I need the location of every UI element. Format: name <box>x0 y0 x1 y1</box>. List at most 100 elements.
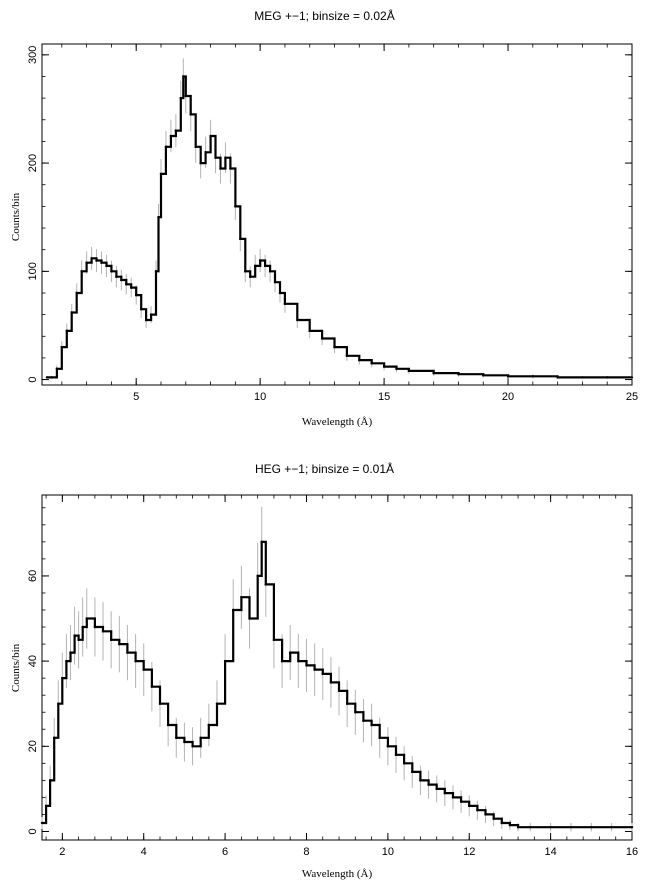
data-point <box>44 804 48 808</box>
data-point <box>191 745 194 748</box>
data-point <box>321 672 324 676</box>
data-point <box>158 702 162 705</box>
data-point <box>516 826 520 829</box>
data-point <box>118 642 121 646</box>
data-point <box>214 156 217 159</box>
data-point <box>149 313 153 316</box>
data-point <box>139 308 143 311</box>
data-point <box>556 376 559 379</box>
y-tick-label: 0 <box>27 377 39 383</box>
data-point <box>394 753 398 757</box>
y-tick-label: 40 <box>27 655 39 667</box>
x-tick-label: 15 <box>378 391 390 403</box>
data-point <box>402 762 406 765</box>
data-point <box>273 280 277 284</box>
data-point <box>395 367 398 370</box>
x-tick-label: 8 <box>303 846 309 858</box>
data-point <box>100 261 103 264</box>
data-point <box>244 270 247 273</box>
data-point <box>40 821 44 825</box>
data-point <box>77 638 80 642</box>
data-point <box>223 659 227 663</box>
data-point <box>110 270 113 273</box>
data-point <box>427 783 430 786</box>
data-point <box>482 374 485 377</box>
data-point <box>506 375 510 378</box>
data-point <box>333 345 336 349</box>
y-tick-label: 100 <box>27 262 39 280</box>
data-point <box>581 376 584 379</box>
data-point <box>258 259 262 262</box>
data-point <box>289 651 292 654</box>
data-point <box>157 216 160 219</box>
y-axis-label: Counts/bin <box>10 192 22 241</box>
data-point <box>378 736 381 739</box>
data-point <box>85 261 88 264</box>
data-point <box>175 736 178 739</box>
data-point <box>407 369 411 373</box>
x-tick-label: 5 <box>133 391 139 403</box>
data-point <box>85 617 88 620</box>
x-axis-label: Wavelength (Å) <box>302 868 373 880</box>
x-tick-label: 2 <box>59 846 65 858</box>
data-point <box>142 668 145 671</box>
x-axis-label: Wavelength (Å) <box>302 416 373 428</box>
data-point <box>134 659 137 663</box>
data-point <box>590 826 593 829</box>
data-point <box>150 685 154 688</box>
data-point <box>370 723 373 727</box>
data-point <box>189 113 192 116</box>
data-point <box>144 318 148 322</box>
data-point <box>308 329 311 333</box>
data-point <box>297 659 300 663</box>
data-point <box>125 283 128 286</box>
data-point <box>240 596 243 599</box>
data-point <box>610 826 613 829</box>
data-point <box>65 329 68 333</box>
data-point <box>204 151 207 154</box>
data-point <box>249 275 252 278</box>
data-point <box>194 145 197 149</box>
data-point <box>370 362 373 365</box>
x-tick-label: 4 <box>141 846 147 858</box>
data-point <box>109 638 113 642</box>
data-point <box>69 651 72 654</box>
data-point <box>468 804 471 808</box>
data-point <box>75 291 78 295</box>
series-line <box>47 75 632 379</box>
data-point <box>337 689 341 693</box>
data-point <box>234 205 237 208</box>
data-point <box>264 583 267 586</box>
data-point <box>45 376 49 379</box>
data-point <box>362 719 365 722</box>
data-point <box>207 723 211 727</box>
x-tick-label: 6 <box>222 846 228 858</box>
data-point <box>278 291 282 295</box>
data-point <box>296 318 299 322</box>
data-point <box>492 817 495 820</box>
data-series <box>45 58 634 379</box>
x-tick-label: 14 <box>544 846 556 858</box>
data-point <box>283 302 287 306</box>
data-point <box>70 311 73 314</box>
x-tick-label: 20 <box>502 391 514 403</box>
series-line <box>42 540 632 829</box>
x-tick-label: 12 <box>463 846 475 858</box>
data-point <box>529 826 532 829</box>
data-point <box>209 134 212 138</box>
plot-frame <box>41 43 633 386</box>
data-point <box>215 702 219 705</box>
data-point <box>199 736 202 739</box>
data-point <box>61 676 64 680</box>
data-point <box>135 293 138 297</box>
data-point <box>115 275 118 278</box>
data-point <box>419 779 422 782</box>
data-point <box>411 770 414 774</box>
data-point <box>80 270 83 273</box>
data-point <box>183 740 186 744</box>
data-point <box>95 259 98 262</box>
data-point <box>358 358 361 362</box>
data-point <box>93 625 97 629</box>
data-point <box>432 371 435 375</box>
data-point <box>53 736 56 739</box>
